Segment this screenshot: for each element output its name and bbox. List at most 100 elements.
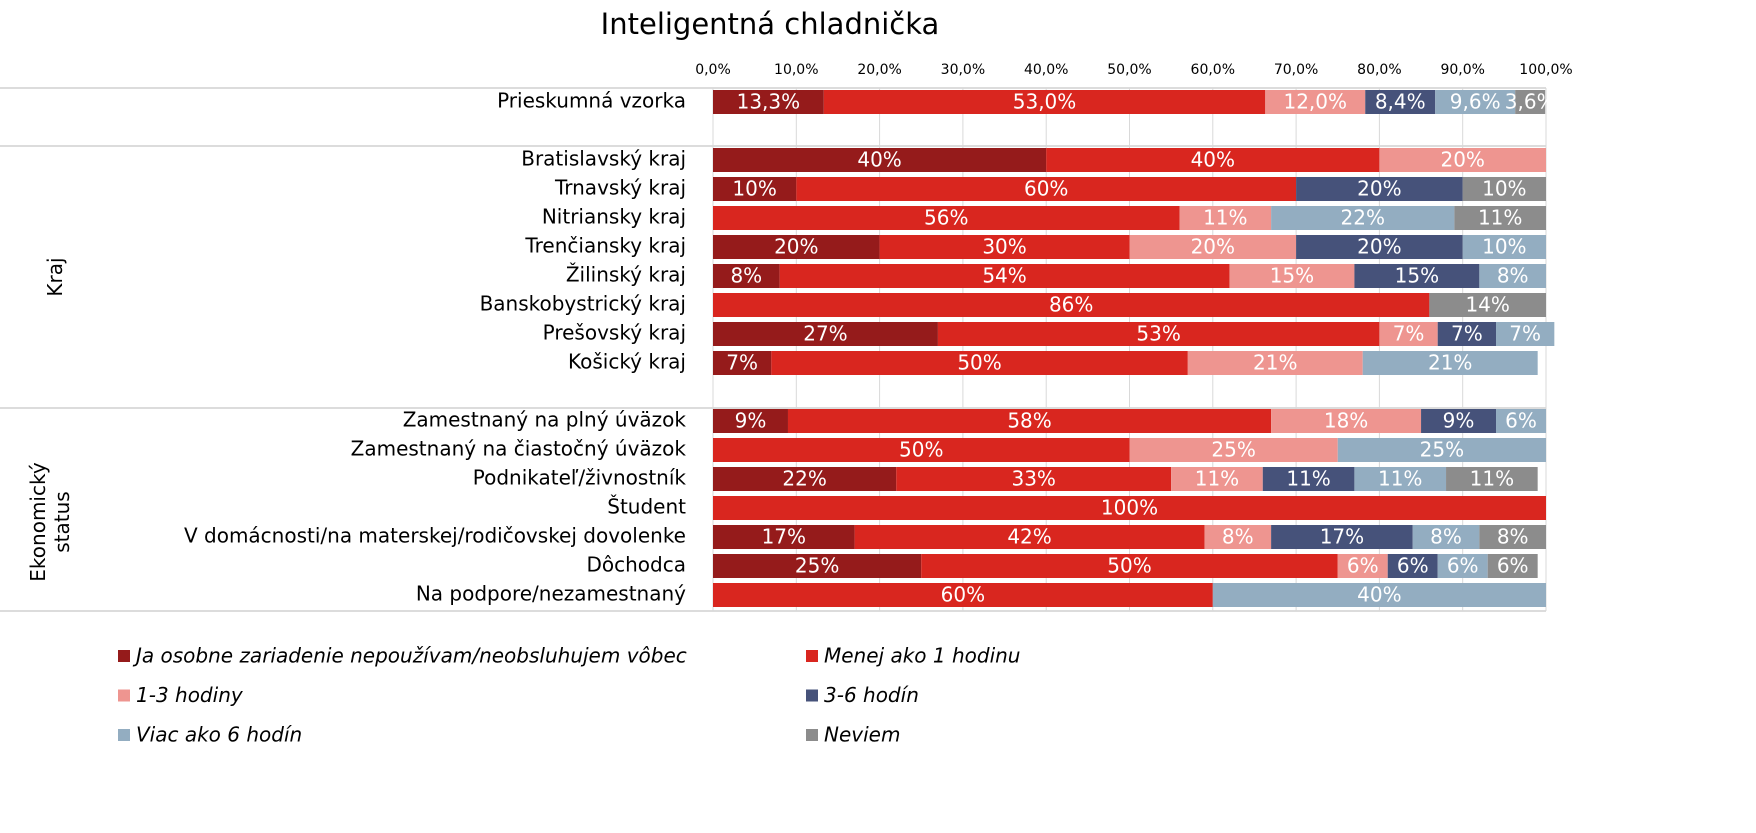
bar-segment [796,177,1297,201]
bar-segment [1354,264,1480,288]
data-label: 11% [1378,467,1422,491]
data-label: 53,0% [1013,90,1077,114]
bar-segment [823,90,1266,114]
bar-segment [713,409,788,433]
x-tick-label: 50,0% [1107,62,1151,78]
data-label: 7% [726,351,758,375]
x-tick-label: 0,0% [695,62,731,78]
data-label: 30% [982,235,1026,259]
bar-segment [1271,206,1455,230]
data-label: 8% [1497,264,1529,288]
x-tick-label: 80,0% [1357,62,1401,78]
x-tick-label: 90,0% [1440,62,1484,78]
data-label: 20% [1440,148,1484,172]
bar-segment [1271,525,1413,549]
data-label: 7% [1451,322,1483,346]
bar-segment [1454,206,1546,230]
y-tick-label: Študent [607,495,686,519]
bar-segment [1271,409,1422,433]
legend-label: Menej ako 1 hodinu [824,644,1020,668]
data-label: 50% [1107,554,1151,578]
data-label: 42% [1007,525,1051,549]
y-tick-label: Banskobystrický kraj [480,292,686,316]
data-label: 10% [732,177,776,201]
y-tick-label: V domácnosti/na materskej/rodičovskej do… [184,524,686,548]
y-tick-label: Zamestnaný na plný úväzok [403,408,687,432]
bar-segment [1204,525,1272,549]
legend-swatch [806,729,818,741]
data-label: 6% [1497,554,1529,578]
legend-swatch [806,650,818,662]
data-label: 14% [1465,293,1509,317]
bar-segment [896,467,1172,491]
bar-segment [713,467,897,491]
y-tick-label: Zamestnaný na čiastočný úväzok [351,437,687,461]
bar-segment [1362,351,1538,375]
data-label: 10% [1482,235,1526,259]
bar-segment [1412,525,1480,549]
legend-label: Ja osobne zariadenie nepoužívam/neobsluh… [132,644,687,668]
bar-segment [771,351,1188,375]
data-label: 22% [1341,206,1385,230]
data-label: 20% [1357,177,1401,201]
data-label: 60% [941,583,985,607]
bar-segment [713,351,772,375]
bar-segment [1479,525,1546,549]
bar-segment [1229,264,1355,288]
data-label: 11% [1195,467,1239,491]
bar-segment [854,525,1205,549]
bar-segment [1435,90,1516,114]
data-label: 22% [782,467,826,491]
bar-segment [1496,322,1555,346]
data-label: 50% [899,438,943,462]
legend-label: Neviem [824,723,900,747]
y-tick-label: Prešovský kraj [543,321,686,345]
legend-swatch [806,689,818,702]
x-tick-label: 70,0% [1274,62,1318,78]
bar-segment [1437,554,1488,578]
data-label: 33% [1011,467,1055,491]
data-label: 20% [1191,235,1235,259]
bar-segment [713,293,1430,317]
bar-segment [1129,438,1338,462]
data-label: 53% [1136,322,1180,346]
legend-label: 3-6 hodín [824,683,919,707]
data-label: 8% [1497,525,1529,549]
bar-segment [1296,177,1463,201]
x-tick-label: 30,0% [941,62,985,78]
data-label: 17% [762,525,806,549]
bar-segment [713,438,1130,462]
data-label: 18% [1324,409,1368,433]
bar-segment [1379,148,1546,172]
data-label: 58% [1007,409,1051,433]
bar-segment [1046,148,1380,172]
y-tick-label: Bratislavský kraj [521,147,686,171]
legend-swatch [118,689,130,702]
data-label: 15% [1395,264,1439,288]
bar-segment [713,264,780,288]
data-label: 56% [924,206,968,230]
data-label: 21% [1428,351,1472,375]
data-label: 50% [957,351,1001,375]
data-label: 100% [1101,496,1158,520]
data-label: 8% [730,264,762,288]
bar-segment [1429,293,1546,317]
data-label: 7% [1509,322,1541,346]
data-label: 40% [1191,148,1235,172]
group-label: Ekonomický status [26,462,74,582]
data-label: 11% [1478,206,1522,230]
bar-segment [1354,467,1447,491]
data-label: 11% [1286,467,1330,491]
bar-segment [713,235,880,259]
bar-segment [1337,554,1388,578]
chart-title: Inteligentná chladnička [601,7,940,41]
bar-segment [713,583,1213,607]
separators [0,87,1546,612]
bar-segment [713,525,855,549]
bar-segment [921,554,1338,578]
data-label: 27% [803,322,847,346]
bar-segment [1496,409,1546,433]
bar-segment [1479,264,1546,288]
